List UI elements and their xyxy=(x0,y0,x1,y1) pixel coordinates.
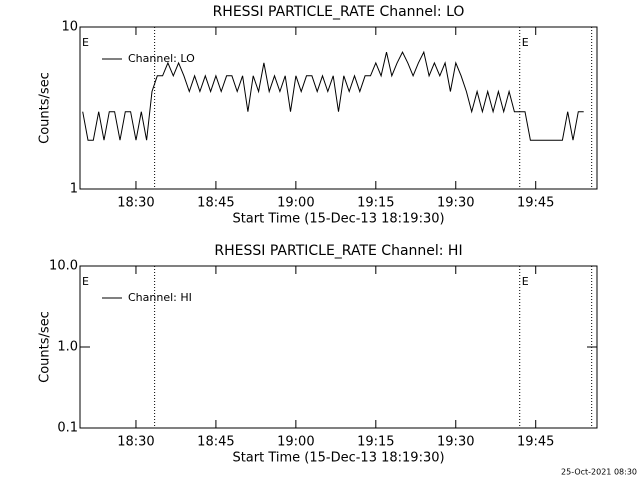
x-tick-label: 19:30 xyxy=(437,435,474,450)
y-tick-label: 1 xyxy=(70,182,78,197)
x-tick-label: 19:45 xyxy=(517,435,554,450)
footer: 25-Oct-2021 08:30 xyxy=(561,468,637,477)
annotation: E xyxy=(522,36,529,49)
x-tick-label: 19:30 xyxy=(437,196,474,211)
y-tick-label: 10.0 xyxy=(49,259,78,274)
x-tick-label: 18:45 xyxy=(197,196,234,211)
x-tick-label: 19:15 xyxy=(357,196,394,211)
x-tick-label: 18:45 xyxy=(197,435,234,450)
x-tick-label: 19:00 xyxy=(277,196,314,211)
x-axis-label: Start Time (15-Dec-13 18:19:30) xyxy=(232,451,444,466)
x-tick-label: 18:30 xyxy=(117,435,154,450)
x-tick-label: 19:00 xyxy=(277,435,314,450)
annotation: E xyxy=(82,275,89,288)
x-axis-label: Start Time (15-Dec-13 18:19:30) xyxy=(232,212,444,227)
x-tick-label: 18:30 xyxy=(117,196,154,211)
y-axis-label: Counts/sec xyxy=(38,72,53,144)
chart-title: RHESSI PARTICLE_RATE Channel: HI xyxy=(214,243,462,259)
chart-title: RHESSI PARTICLE_RATE Channel: LO xyxy=(213,4,465,20)
plot-frame xyxy=(79,26,598,190)
annotation: E xyxy=(522,275,529,288)
y-tick-label: 0.1 xyxy=(57,421,78,436)
data-line xyxy=(82,50,584,141)
x-tick-label: 19:15 xyxy=(357,435,394,450)
legend-label: Channel: LO xyxy=(128,52,195,65)
y-tick-label: 10 xyxy=(61,20,78,35)
x-tick-label: 19:45 xyxy=(517,196,554,211)
y-axis-label: Counts/sec xyxy=(38,311,53,383)
annotation: E xyxy=(82,36,89,49)
y-tick-label: 1.0 xyxy=(57,340,78,355)
legend-label: Channel: HI xyxy=(128,291,192,304)
